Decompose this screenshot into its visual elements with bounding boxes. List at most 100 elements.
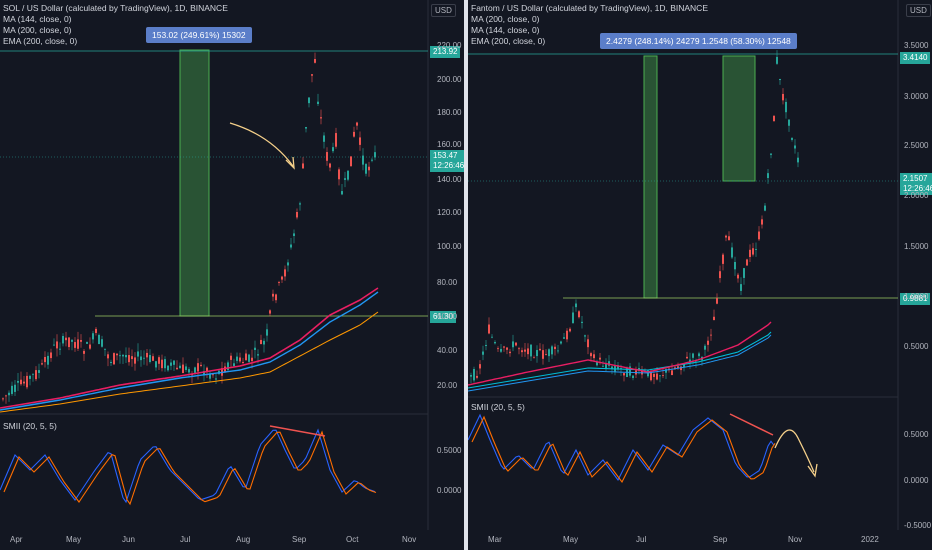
left-candle-body-10 [32, 373, 34, 375]
right-candle-body-1 [473, 369, 475, 381]
right-candle-body-29 [557, 350, 559, 352]
right-candle-body-9 [497, 348, 499, 350]
right-candle-body-5 [485, 344, 487, 347]
right-candle-body-88 [734, 261, 736, 270]
right-candle-body-12 [506, 347, 508, 350]
left-candle-body-83 [251, 357, 253, 362]
left-candle-body-28 [86, 342, 88, 344]
left-candle-body-95 [287, 262, 289, 266]
left-x-tick-3: Jul [180, 535, 191, 544]
right-y-tick-3: 2.0000 [904, 191, 929, 200]
right-symbol-title[interactable]: Fantom / US Dollar (calculated by Tradin… [471, 3, 708, 13]
right-candle-body-47 [611, 366, 613, 369]
right-indicator-label[interactable]: SMII (20, 5, 5) [471, 402, 525, 412]
left-candle-body-113 [341, 191, 343, 195]
right-chart-canvas[interactable] [468, 0, 932, 550]
left-candle-body-84 [254, 347, 256, 351]
right-candle-body-10 [500, 348, 502, 352]
left-candle-body-52 [158, 357, 160, 364]
left-price-label-support: 61.30 [430, 311, 457, 323]
right-candle-body-3 [479, 364, 481, 369]
right-candle-body-65 [665, 369, 667, 373]
left-chart-canvas[interactable] [0, 0, 464, 550]
right-ma200-label[interactable]: MA (200, close, 0) [471, 14, 540, 24]
right-candle-body-41 [593, 354, 595, 359]
left-candle-body-82 [248, 354, 250, 362]
left-candle-body-115 [347, 170, 349, 180]
panel-divider[interactable] [464, 0, 468, 550]
right-candle-body-30 [560, 341, 562, 344]
left-candle-body-64 [194, 367, 196, 373]
left-candle-body-25 [77, 339, 79, 349]
right-candle-body-68 [674, 367, 676, 369]
left-y-tick-7: 80.00 [437, 278, 458, 287]
right-currency-badge[interactable]: USD [906, 4, 931, 17]
right-y-tick-6: 0.5000 [904, 342, 929, 351]
left-candle-body-110 [332, 147, 334, 152]
left-candle-body-47 [143, 357, 145, 359]
left-candle-body-7 [23, 381, 25, 384]
right-candle-body-81 [713, 316, 715, 321]
left-candle-body-39 [119, 355, 121, 357]
left-candle-body-109 [329, 163, 331, 168]
left-candle-body-78 [236, 356, 238, 361]
left-candle-body-45 [137, 351, 139, 357]
left-candle-body-17 [53, 344, 55, 346]
right-candle-body-23 [539, 348, 541, 351]
left-candle-body-24 [74, 342, 76, 348]
left-candle-body-12 [38, 370, 40, 373]
left-ma144-label[interactable]: MA (144, close, 0) [3, 14, 72, 24]
left-candle-body-15 [47, 355, 49, 365]
right-ma144-line [468, 321, 772, 386]
left-candle-body-122 [368, 166, 370, 171]
left-candle-body-79 [239, 357, 241, 362]
left-candle-body-35 [107, 354, 109, 359]
left-candle-body-18 [56, 341, 58, 349]
right-candle-body-0 [470, 374, 472, 377]
left-candle-body-93 [281, 276, 283, 280]
left-candle-body-4 [14, 384, 16, 392]
right-candle-body-28 [554, 346, 556, 350]
right-candle-body-19 [527, 348, 529, 355]
left-y-tick-10: 20.00 [437, 381, 458, 390]
right-candle-body-106 [788, 119, 790, 126]
right-x-tick-4: Nov [788, 535, 803, 544]
right-smii-line [468, 413, 775, 482]
left-ma144-line [0, 287, 379, 409]
left-candle-body-6 [20, 379, 22, 385]
left-ma200-label[interactable]: MA (200, close, 0) [3, 25, 72, 35]
right-ma144-label[interactable]: MA (144, close, 0) [471, 25, 540, 35]
left-indicator-label[interactable]: SMII (20, 5, 5) [3, 421, 57, 431]
left-chart-panel[interactable]: SOL / US Dollar (calculated by TradingVi… [0, 0, 468, 550]
right-candle-body-8 [494, 342, 496, 344]
right-x-tick-1: May [563, 535, 579, 544]
left-x-tick-7: Nov [402, 535, 417, 544]
left-ema200-label[interactable]: EMA (200, close, 0) [3, 36, 78, 46]
right-candle-body-25 [545, 353, 547, 355]
right-candle-body-4 [482, 351, 484, 355]
left-currency-badge[interactable]: USD [431, 4, 456, 17]
left-candle-body-105 [317, 101, 319, 105]
left-symbol-title[interactable]: SOL / US Dollar (calculated by TradingVi… [3, 3, 228, 13]
left-candle-body-57 [173, 360, 175, 365]
left-candle-body-20 [62, 336, 64, 344]
left-candle-body-59 [179, 365, 181, 369]
right-chart-panel[interactable]: Fantom / US Dollar (calculated by Tradin… [468, 0, 932, 550]
left-candle-body-26 [80, 340, 82, 342]
right-candle-body-104 [782, 93, 784, 101]
left-candle-body-104 [314, 59, 316, 63]
right-candle-body-100 [770, 153, 772, 155]
left-legend: SOL / US Dollar (calculated by TradingVi… [3, 3, 228, 47]
left-candle-body-103 [311, 74, 313, 76]
left-candle-body-99 [299, 203, 301, 205]
left-measure-box [179, 49, 210, 317]
left-candle-body-23 [71, 339, 73, 342]
right-ema200-label[interactable]: EMA (200, close, 0) [471, 36, 546, 46]
left-candle-body-116 [350, 156, 352, 167]
right-candle-body-44 [602, 365, 604, 367]
left-candle-body-1 [5, 395, 7, 397]
left-candle-body-16 [50, 352, 52, 359]
right-x-tick-3: Sep [713, 535, 728, 544]
right-measure-box-2 [722, 55, 756, 182]
left-candle-body-96 [290, 244, 292, 248]
